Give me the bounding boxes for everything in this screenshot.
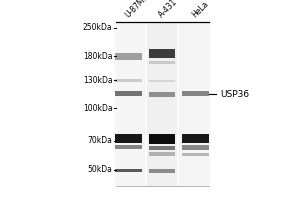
Bar — [115, 134, 142, 143]
Bar — [146, 22, 178, 186]
Bar — [115, 53, 142, 60]
Bar — [180, 22, 211, 186]
Bar — [113, 22, 144, 186]
Bar — [149, 61, 175, 64]
Text: A-431: A-431 — [157, 0, 179, 19]
Bar — [116, 22, 208, 186]
Text: USP36: USP36 — [220, 90, 250, 99]
Bar — [182, 145, 209, 150]
Bar — [115, 169, 142, 172]
Text: 50kDa: 50kDa — [88, 165, 112, 174]
Text: 250kDa: 250kDa — [83, 23, 112, 32]
Bar — [182, 91, 209, 96]
Text: HeLa: HeLa — [190, 0, 211, 19]
Text: U-87MG: U-87MG — [124, 0, 152, 19]
Text: 180kDa: 180kDa — [83, 52, 112, 61]
Bar — [149, 80, 175, 82]
Bar — [115, 79, 142, 82]
Bar — [149, 134, 175, 144]
Bar — [115, 91, 142, 96]
Text: 70kDa: 70kDa — [88, 136, 112, 145]
Bar — [149, 152, 175, 156]
Bar — [149, 169, 175, 173]
Bar — [182, 153, 209, 156]
Text: 100kDa: 100kDa — [83, 104, 112, 113]
Bar — [149, 49, 175, 58]
Text: 130kDa: 130kDa — [83, 76, 112, 85]
Bar — [149, 92, 175, 97]
Bar — [149, 146, 175, 150]
Bar — [182, 134, 209, 143]
Bar — [115, 145, 142, 149]
